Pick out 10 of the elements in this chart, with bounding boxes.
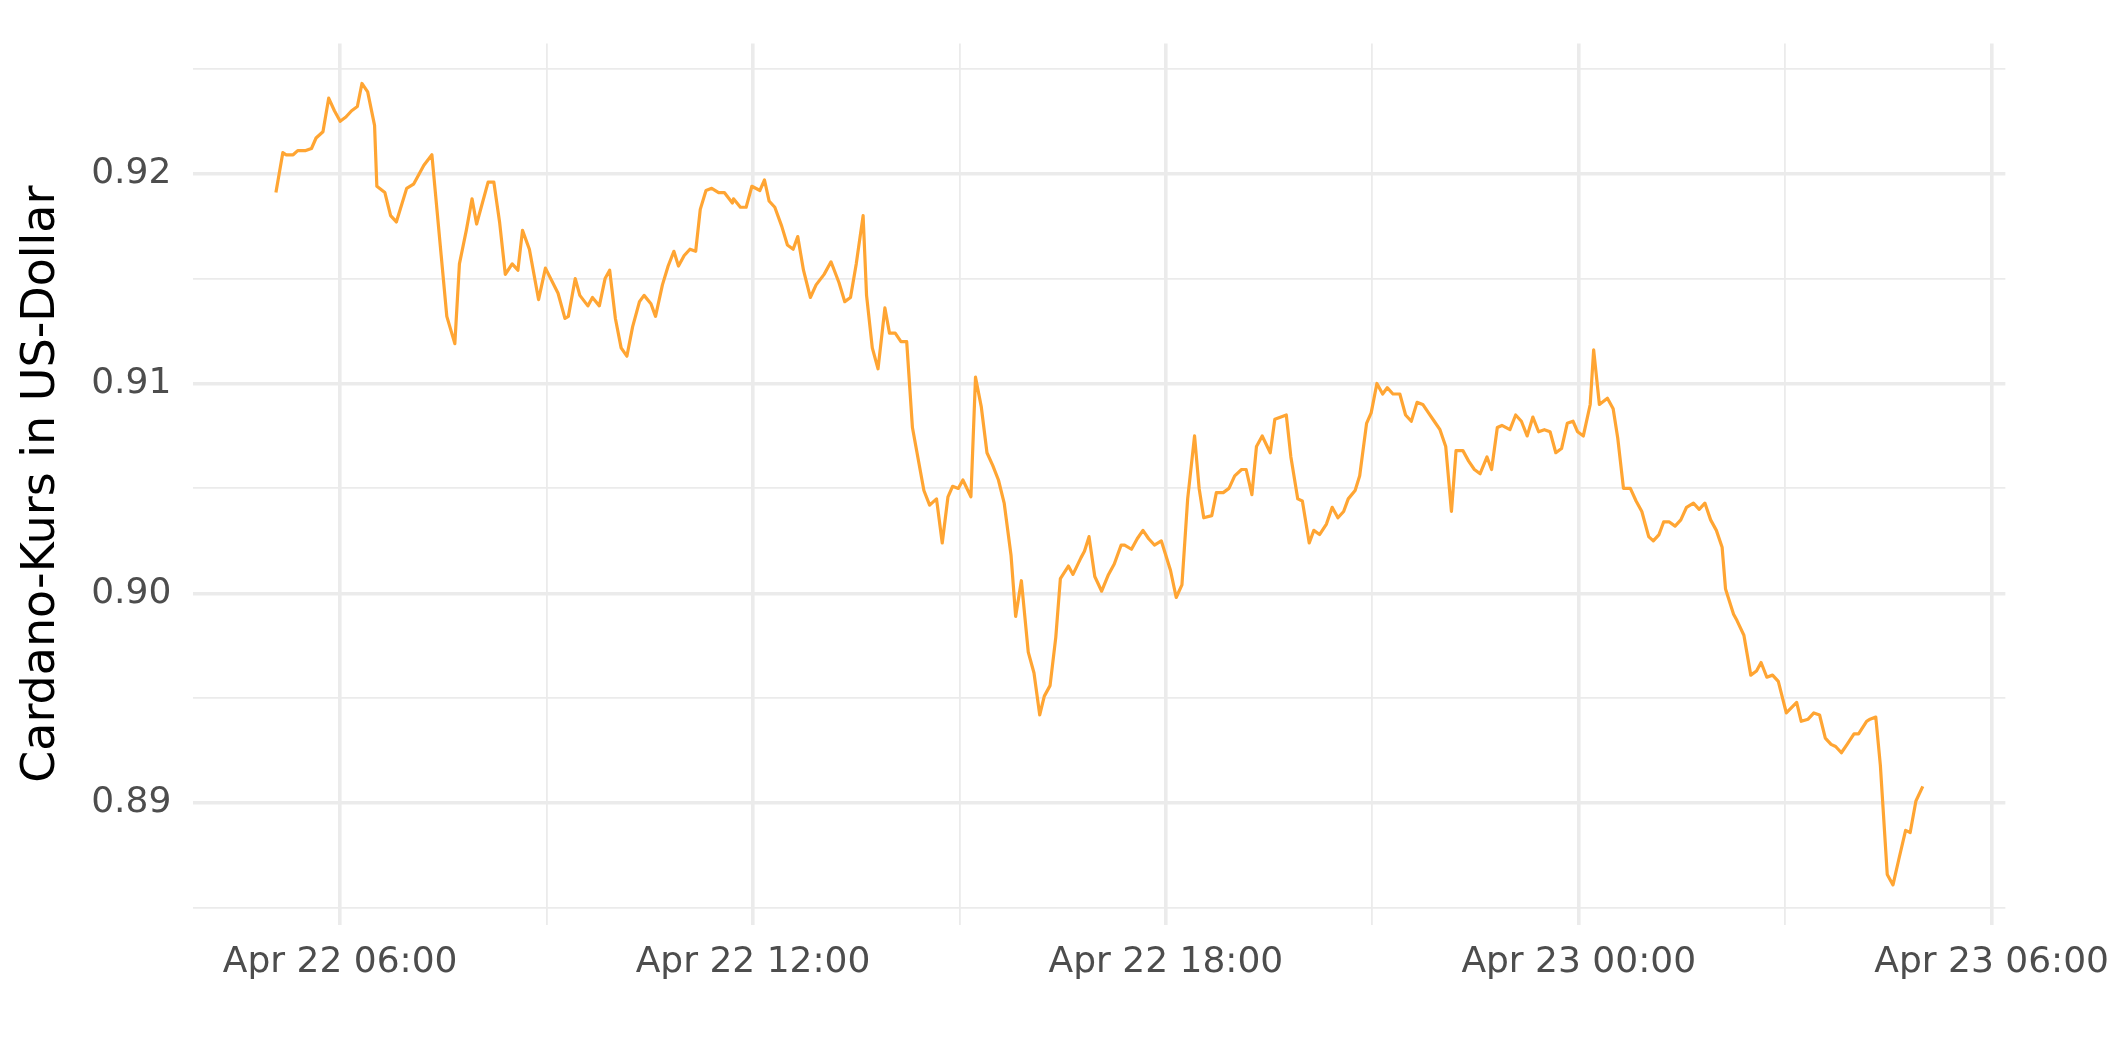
- y-tick-label: 0.92: [91, 150, 172, 192]
- x-tick-label: Apr 22 12:00: [635, 938, 871, 980]
- y-tick-label: 0.91: [91, 359, 172, 401]
- y-tick-label: 0.90: [91, 569, 172, 611]
- x-tick-label: Apr 22 18:00: [1048, 938, 1284, 980]
- x-tick-label: Apr 22 06:00: [222, 938, 458, 980]
- y-axis-title: Cardano-Kurs in US-Dollar: [10, 185, 65, 783]
- y-tick-label: 0.89: [91, 779, 172, 821]
- x-tick-label: Apr 23 06:00: [1874, 938, 2109, 980]
- x-tick-label: Apr 23 00:00: [1461, 938, 1697, 980]
